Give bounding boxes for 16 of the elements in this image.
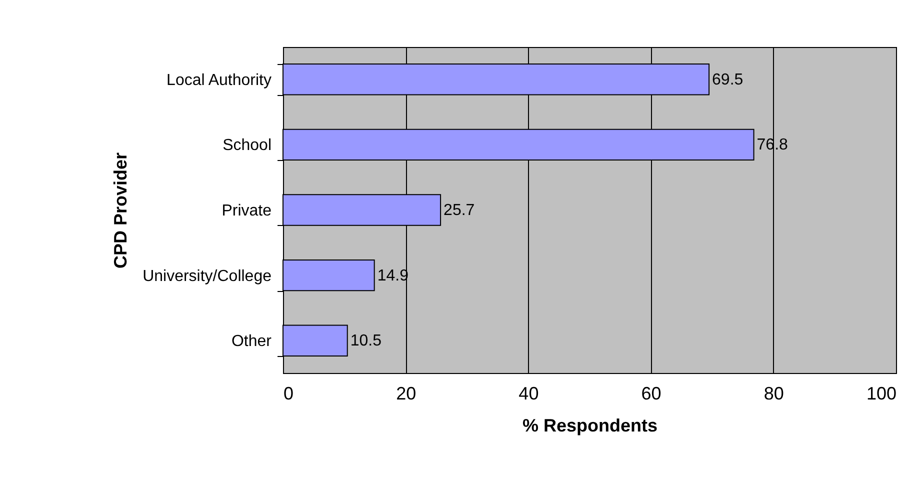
- data-label: 69.5: [712, 71, 744, 88]
- y-tick-label: School: [222, 137, 272, 154]
- x-tick-label: 20: [396, 384, 416, 404]
- data-label: 10.5: [350, 332, 382, 350]
- x-tick-label: 60: [641, 384, 662, 404]
- data-label: 25.7: [444, 202, 475, 219]
- x-axis-title: % Respondents: [522, 416, 658, 436]
- y-axis-title: CPD Provider: [110, 152, 131, 269]
- x-tick-label: 40: [518, 384, 539, 404]
- x-tick-label: 0: [284, 384, 294, 404]
- y-tick-label: Private: [222, 202, 272, 220]
- y-tick-label: Other: [231, 333, 272, 350]
- y-tick-label: University/College: [142, 268, 272, 285]
- x-tick-label: 80: [764, 384, 784, 404]
- x-tick-label: 100: [866, 384, 896, 404]
- y-tick-label: Local Authority: [166, 72, 272, 89]
